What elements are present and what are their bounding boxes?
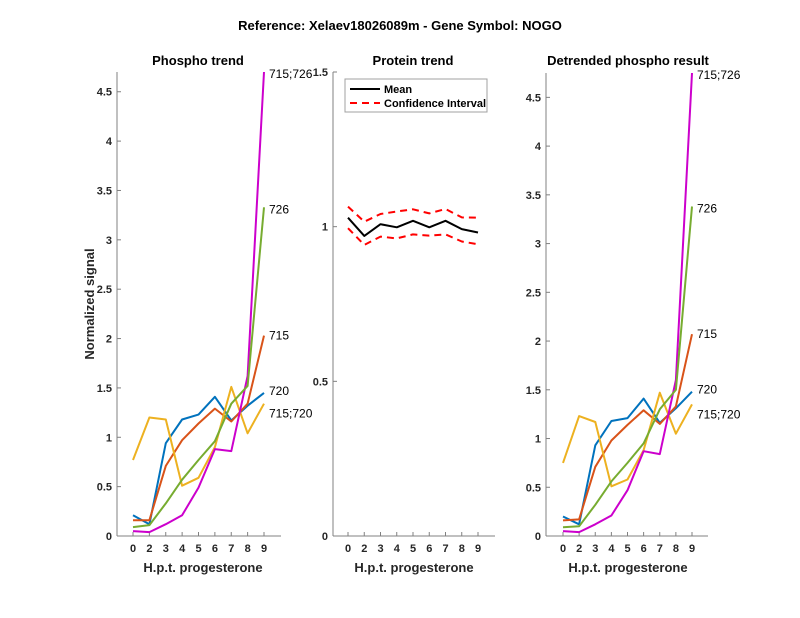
y-tick-label: 4.5 [526, 92, 541, 104]
y-axis-label: Normalized signal [82, 248, 97, 359]
y-tick-label: 1 [106, 432, 112, 444]
x-tick-label: 2 [146, 543, 152, 555]
series-end-label: 726 [269, 202, 289, 216]
y-tick-label: 2.5 [526, 287, 541, 299]
plot-lines [132, 71, 265, 534]
x-tick-label: 6 [641, 543, 647, 555]
x-tick-label: 4 [608, 543, 615, 555]
x-tick-label: 5 [624, 543, 630, 555]
x-tick-label: 7 [657, 543, 663, 555]
series-end-label: 715 [269, 329, 289, 343]
y-tick-label: 0.5 [97, 482, 112, 494]
panel-detrended-phospho: Detrended phospho result 0 2 3 4 5 6 7 8 900.511… [526, 53, 741, 575]
x-tick-label: 9 [689, 543, 695, 555]
y-tick-label: 4.5 [97, 87, 112, 99]
x-tick-label: 3 [377, 543, 383, 555]
y-tick-label: 4 [106, 136, 113, 148]
series-end-labels: 720 715 715;720 715;726 726 [697, 68, 741, 421]
series-line-715-726 [562, 72, 693, 534]
x-tick-label: 0 [345, 543, 351, 555]
legend-ci-label: Confidence Interval [384, 98, 486, 110]
x-tick-label: 9 [475, 543, 481, 555]
panel-phospho-trend: Phospho trend 0 2 3 4 5 6 7 8 900.511.522.533.54… [82, 53, 313, 575]
series-line-726 [562, 206, 693, 529]
y-tick-label: 3.5 [526, 190, 541, 202]
series-line-715-720 [132, 385, 265, 487]
x-tick-label: 3 [163, 543, 169, 555]
legend-mean-label: Mean [384, 84, 412, 96]
series-end-label: 715 [697, 327, 717, 341]
x-tick-label: 2 [361, 543, 367, 555]
y-tick-label: 2.5 [97, 284, 112, 296]
axes: 0 2 3 4 5 6 7 8 900.511.522.533.544.5 [526, 73, 708, 555]
y-tick-label: 1.5 [526, 385, 541, 397]
x-tick-label: 8 [245, 543, 251, 555]
y-tick-label: 1 [535, 434, 541, 446]
series-end-label: 715;720 [269, 407, 313, 421]
series-line-726 [132, 207, 265, 529]
panel-title: Phospho trend [152, 53, 244, 68]
x-tick-label: 8 [673, 543, 679, 555]
x-tick-label: 5 [410, 543, 416, 555]
series-end-label: 726 [697, 202, 717, 216]
x-axis-label: H.p.t. progesterone [568, 560, 687, 575]
x-axis-label: H.p.t. progesterone [354, 560, 473, 575]
x-tick-label: 7 [228, 543, 234, 555]
legend-box [344, 78, 488, 113]
x-tick-label: 4 [179, 543, 186, 555]
series-line-715 [562, 333, 693, 522]
series-line-715 [133, 335, 265, 522]
series-end-labels: 720 715 715;720 715;726 726 [269, 67, 313, 421]
y-tick-label: 0.5 [526, 482, 541, 494]
y-tick-label: 3.5 [97, 185, 112, 197]
y-tick-label: 4 [535, 141, 542, 153]
plot-lines [347, 205, 479, 246]
x-tick-label: 9 [261, 543, 267, 555]
plot-lines [562, 72, 693, 534]
x-tick-label: 0 [130, 543, 136, 555]
y-tick-label: 3 [106, 235, 112, 247]
x-tick-label: 7 [442, 543, 448, 555]
y-tick-label: 0 [535, 531, 541, 543]
series-line-715-720 [562, 391, 693, 488]
panel-title: Detrended phospho result [547, 53, 709, 68]
series-line-mean [347, 217, 479, 237]
y-tick-label: 0 [322, 531, 328, 543]
y-tick-label: 0 [106, 531, 112, 543]
series-end-label: 715;720 [697, 407, 741, 421]
y-tick-label: 1.5 [97, 383, 112, 395]
series-end-label: 715;726 [697, 68, 741, 82]
series-end-label: 720 [269, 384, 289, 398]
y-tick-label: 2 [535, 336, 541, 348]
y-tick-label: 1.5 [313, 67, 328, 79]
x-tick-label: 2 [576, 543, 582, 555]
axes: 0 2 3 4 5 6 7 8 900.511.5 [313, 67, 495, 555]
series-line-715-726 [132, 71, 265, 534]
x-axis-label: H.p.t. progesterone [143, 560, 262, 575]
x-tick-label: 0 [560, 543, 566, 555]
series-line-720 [562, 391, 693, 526]
y-tick-label: 3 [535, 239, 541, 251]
y-tick-label: 1 [322, 222, 328, 234]
series-end-label: 720 [697, 383, 717, 397]
x-tick-label: 4 [394, 543, 401, 555]
x-tick-label: 6 [212, 543, 218, 555]
figure-suptitle: Reference: Xelaev18026089m - Gene Symbol… [238, 18, 562, 33]
series-end-label: 715;726 [269, 67, 313, 81]
legend: Mean Confidence Interval [344, 78, 488, 113]
y-tick-label: 0.5 [313, 376, 328, 388]
axes: 0 2 3 4 5 6 7 8 900.511.522.533.544.5 [97, 72, 281, 555]
x-tick-label: 8 [459, 543, 465, 555]
x-tick-label: 5 [195, 543, 201, 555]
panel-protein-trend: Protein trend 0 2 3 4 5 6 7 8 900.511.5 Mean Con… [313, 53, 495, 575]
series-line-confidence-interval-lower [347, 227, 479, 246]
series-line-confidence-interval-upper [347, 205, 479, 223]
x-tick-label: 3 [592, 543, 598, 555]
x-tick-label: 6 [426, 543, 432, 555]
y-tick-label: 2 [106, 334, 112, 346]
panel-title: Protein trend [373, 53, 454, 68]
